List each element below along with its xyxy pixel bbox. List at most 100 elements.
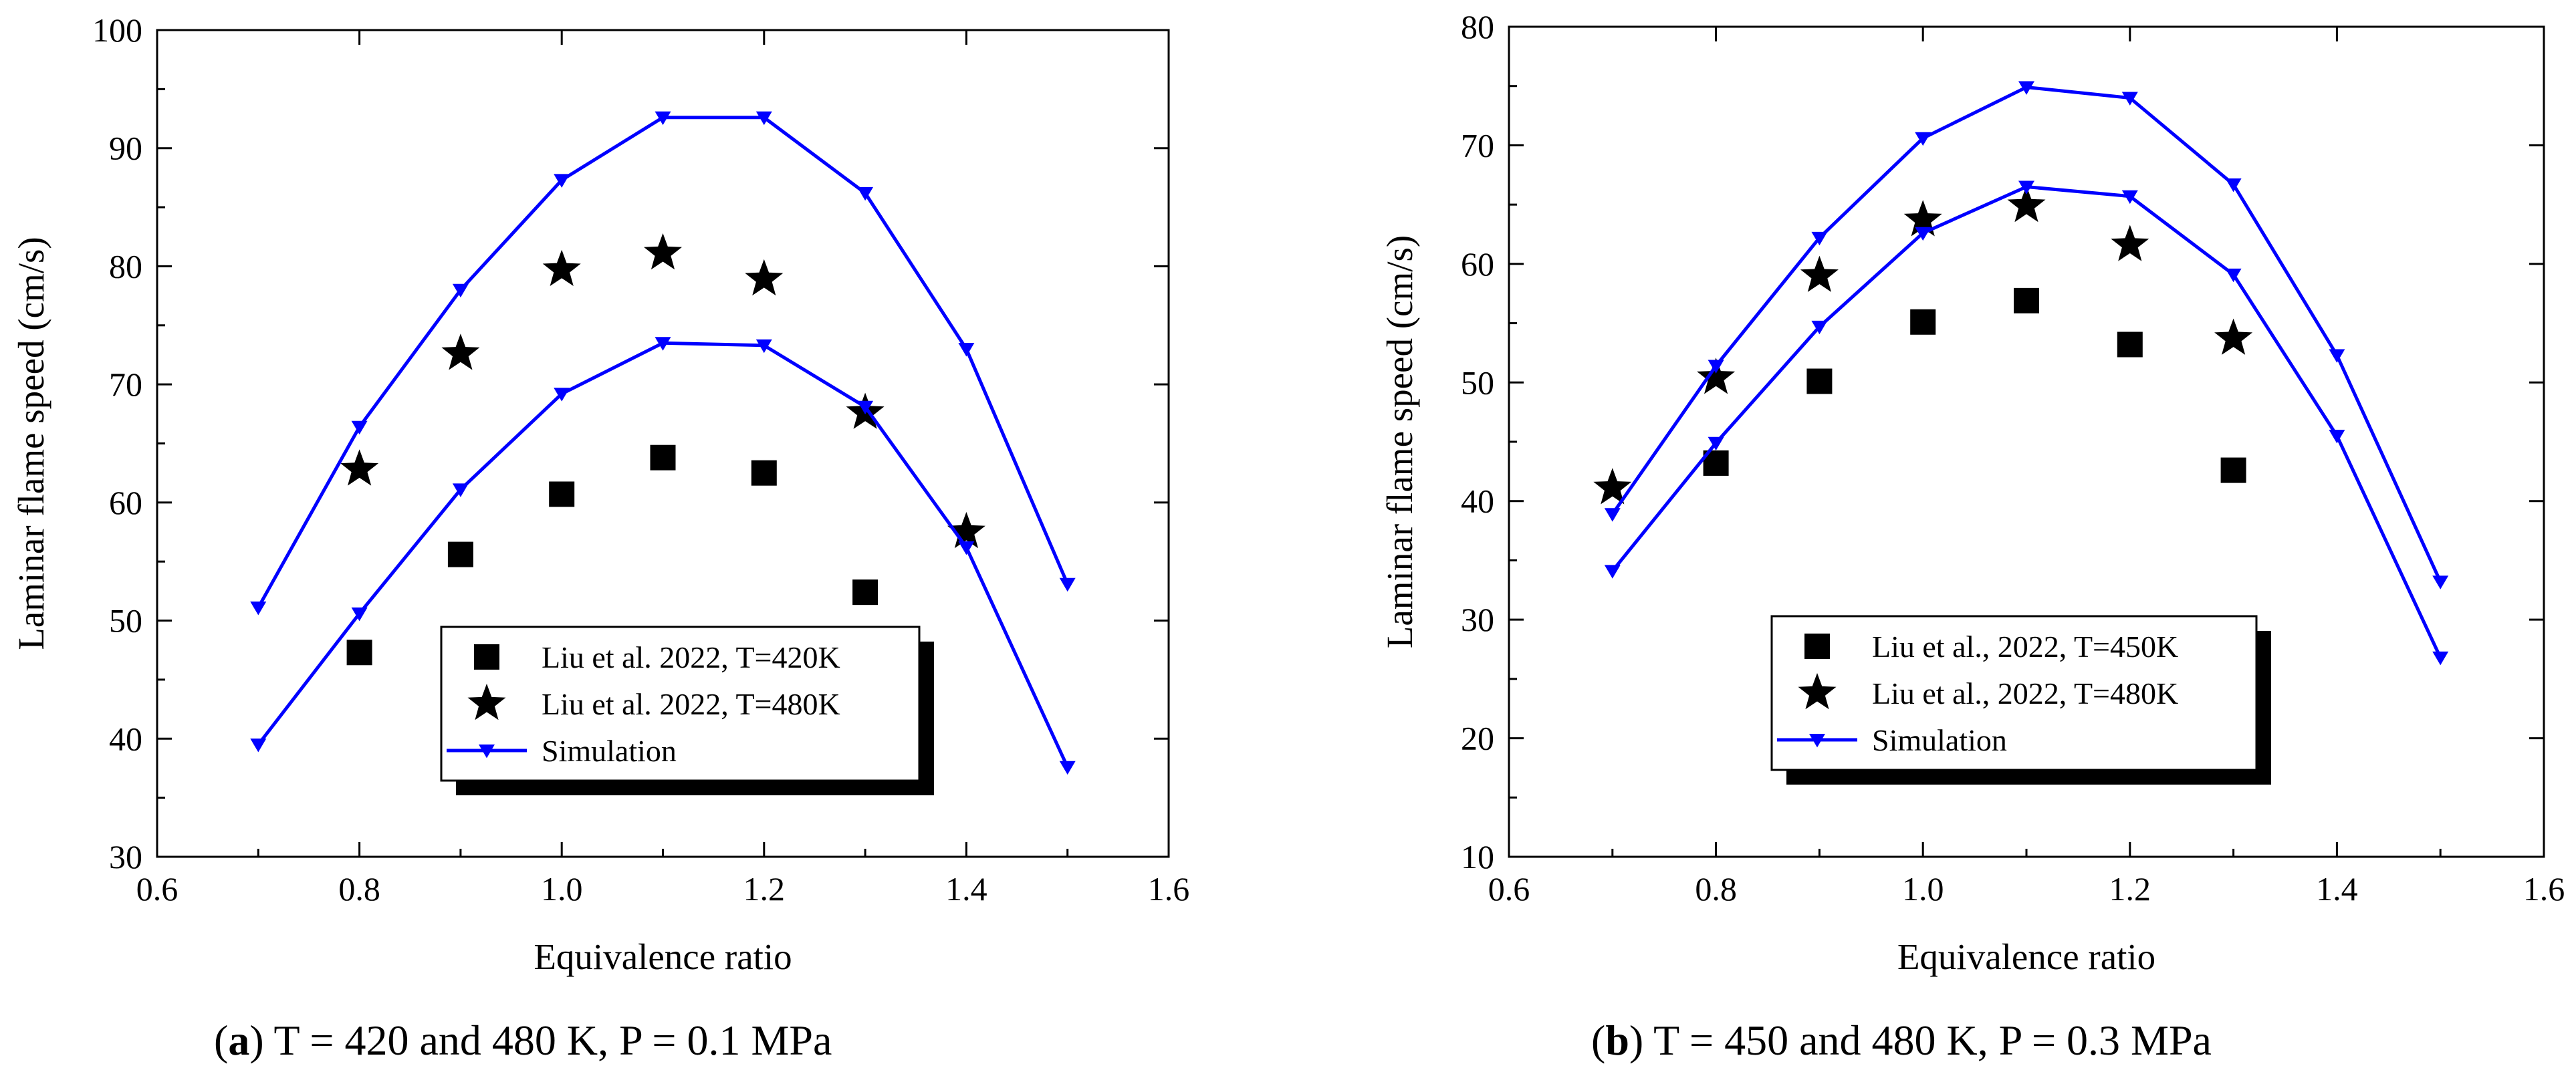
x-tick-label: 0.8: [338, 870, 380, 908]
simulation-point: [2432, 651, 2449, 666]
simulation-point: [1915, 132, 1931, 146]
simulation-point: [2432, 575, 2449, 589]
star-data-point: [340, 449, 379, 486]
simulation-point: [1059, 577, 1076, 592]
simulation-point: [1604, 565, 1621, 579]
x-tick-label: 1.0: [541, 870, 583, 908]
simulation-point: [351, 420, 368, 435]
y-axis-title: Laminar flame speed (cm/s): [11, 237, 51, 650]
series-star-1: [1593, 185, 2253, 505]
simulation-point: [554, 174, 570, 188]
legend: Liu et al. 2022, T=420K Liu et al. 2022, …: [440, 626, 934, 795]
star-data-point: [2214, 318, 2253, 355]
caption-text: T = 420 and 480 K, P = 0.1 MPa: [264, 1017, 832, 1064]
x-axis-title: Equivalence ratio: [534, 936, 792, 977]
series-square-0: [1703, 287, 2246, 483]
square-data-point: [2014, 287, 2039, 313]
simulation-point: [958, 343, 975, 357]
simulation-point: [250, 738, 267, 753]
simulation-point: [250, 601, 267, 616]
caption-label: b: [1605, 1017, 1629, 1064]
chart-a: 0.6 0.8 1.0 1.2 1.4 1.6 30 40 50 60 70 80 90 100 Equiv…: [11, 11, 1189, 1064]
star-data-point: [1593, 468, 1632, 505]
y-tick-label: 60: [1461, 245, 1494, 283]
caption-label: a: [228, 1017, 249, 1064]
simulation-point: [1811, 231, 1828, 246]
legend-label: Liu et al., 2022, T=450K: [1872, 630, 2178, 664]
simulation-point: [1915, 227, 1931, 241]
star-data-point: [2111, 225, 2149, 261]
simulation-point: [2225, 178, 2242, 192]
simulation-line: [1611, 85, 2442, 583]
square-data-point: [447, 541, 473, 567]
simulation-point: [2329, 430, 2345, 444]
x-tick-label: 1.2: [2109, 870, 2151, 908]
y-tick-label: 30: [1461, 601, 1494, 638]
y-tick-label: 40: [109, 720, 142, 757]
square-data-point: [2220, 457, 2246, 483]
star-data-point: [745, 259, 784, 296]
square-data-point: [852, 579, 879, 605]
x-tick-label: 1.4: [2316, 870, 2358, 908]
simulation-point: [1708, 360, 1724, 374]
legend-box: [440, 626, 921, 782]
simulation-point: [655, 337, 671, 351]
star-data-point: [1903, 200, 1942, 237]
y-tick-label: 30: [109, 838, 142, 875]
series-square-0: [346, 444, 879, 666]
x-tick-label: 0.8: [1695, 870, 1737, 908]
caption-paren-open: (: [214, 1017, 228, 1064]
star-data-point: [542, 249, 581, 286]
series-star-1: [340, 233, 985, 549]
legend-label: Liu et al., 2022, T=480K: [1872, 676, 2178, 710]
square-data-point: [2117, 331, 2143, 358]
simulation-point: [655, 111, 671, 126]
series-line-2: [250, 111, 1076, 616]
x-tick-label: 1.0: [1902, 870, 1944, 908]
y-axis-title: Laminar flame speed (cm/s): [1379, 235, 1420, 648]
simulation-point: [2121, 92, 2138, 106]
y-tick-label: 60: [109, 484, 142, 521]
legend-label: Simulation: [1872, 723, 2007, 757]
y-tick-label: 10: [1461, 838, 1494, 875]
x-tick-label: 1.6: [2523, 870, 2565, 908]
simulation-line: [1611, 184, 2442, 658]
x-tick-label: 0.6: [1488, 870, 1530, 908]
legend: Liu et al., 2022, T=450K Liu et al., 2022…: [1770, 615, 2271, 785]
y-tick-label: 80: [1461, 8, 1494, 45]
star-data-point: [644, 233, 682, 270]
simulation-point: [452, 483, 469, 497]
series-line-2: [1604, 81, 2449, 589]
legend-triangle-marker: [1809, 734, 1825, 748]
simulation-point: [857, 186, 874, 201]
figure-caption: (a) T = 420 and 480 K, P = 0.1 MPa: [214, 1017, 832, 1064]
y-tick-label: 50: [1461, 364, 1494, 401]
legend-square-marker: [1804, 634, 1830, 659]
star-data-point: [2007, 185, 2046, 223]
y-tick-label: 80: [109, 247, 142, 285]
legend-label: Liu et al. 2022, T=420K: [542, 640, 840, 674]
y-tick-label: 20: [1461, 720, 1494, 757]
x-tick-label: 1.2: [743, 870, 786, 908]
simulation-point: [755, 111, 772, 126]
legend-star-marker: [467, 684, 506, 720]
simulation-point: [1811, 320, 1828, 335]
series-line-3: [1604, 180, 2449, 666]
star-data-point: [441, 333, 480, 370]
simulation-point: [452, 283, 469, 298]
simulation-point: [1604, 508, 1621, 522]
y-tick-label: 70: [109, 366, 142, 403]
x-axis-title: Equivalence ratio: [1897, 936, 2155, 977]
caption-paren-close: ): [1629, 1017, 1643, 1064]
simulation-point: [2225, 268, 2242, 283]
x-tick-label: 0.6: [136, 870, 179, 908]
square-data-point: [650, 444, 676, 470]
y-tick-label: 70: [1461, 126, 1494, 164]
y-tick-label: 90: [109, 130, 142, 167]
y-tick-label: 40: [1461, 483, 1494, 520]
square-data-point: [549, 481, 575, 507]
legend-box: [1770, 615, 2258, 771]
simulation-line: [257, 116, 1069, 609]
y-tick-label: 50: [109, 602, 142, 640]
